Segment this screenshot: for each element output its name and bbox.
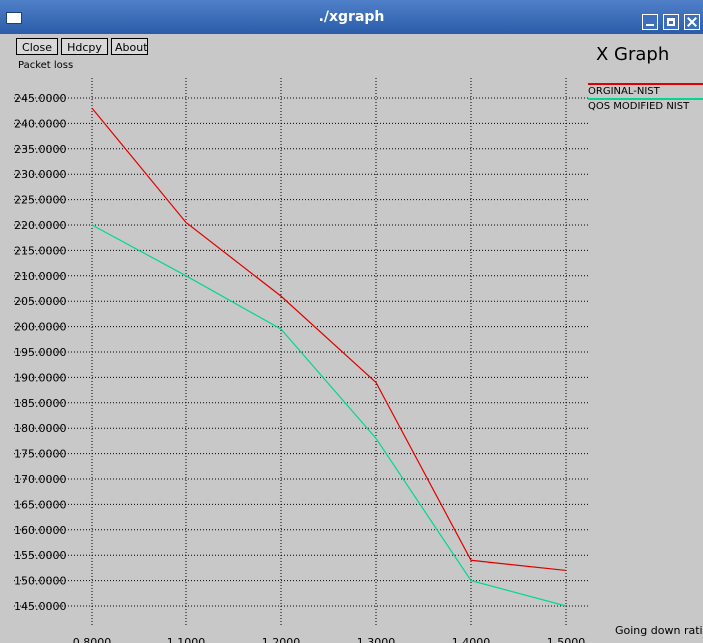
y-tick-label: 155.0000 [14, 549, 67, 562]
x-tick-label: 1.5000 [547, 636, 586, 643]
legend-swatch [588, 83, 703, 85]
y-tick-label: 245.0000 [14, 92, 67, 105]
y-tick-label: 145.0000 [14, 600, 67, 613]
maximize-button[interactable] [663, 14, 679, 30]
x-tick-label: 1.3000 [357, 636, 396, 643]
y-tick-label: 230.0000 [14, 168, 67, 181]
y-axis-label: Packet loss [18, 60, 74, 71]
y-tick-label: 205.0000 [14, 295, 67, 308]
y-tick-label: 165.0000 [14, 498, 67, 511]
minimize-button[interactable] [642, 14, 658, 30]
y-tick-label: 150.0000 [14, 575, 67, 588]
title-bar[interactable]: ./xgraph [0, 0, 703, 34]
y-tick-label: 220.0000 [14, 219, 67, 232]
hdcpy-button[interactable]: Hdcpy [61, 38, 108, 55]
legend-entry-qos-modified-nist: QOS MODIFIED NIST [588, 98, 703, 112]
legend-label: QOS MODIFIED NIST [588, 101, 690, 112]
close-window-button[interactable] [684, 14, 700, 30]
y-tick-label: 210.0000 [14, 270, 67, 283]
y-tick-label: 215.0000 [14, 244, 67, 257]
legend-swatch [588, 98, 703, 100]
x-tick-label: 0.8000 [73, 636, 112, 643]
series-line-0 [91, 107, 567, 572]
y-tick-label: 180.0000 [14, 422, 67, 435]
series-line-1 [91, 224, 567, 607]
graph-title: X Graph [596, 44, 670, 65]
close-button[interactable]: Close [16, 38, 58, 55]
legend-entry-original-nist: ORGINAL-NIST [588, 83, 703, 97]
y-tick-label: 235.0000 [14, 143, 67, 156]
window-title: ./xgraph [318, 9, 385, 25]
x-tick-label: 1.1000 [167, 636, 206, 643]
y-tick-label: 185.0000 [14, 397, 67, 410]
window-menu-icon[interactable] [6, 12, 22, 24]
x-axis-label: Going down ratio [615, 624, 703, 637]
y-tick-label: 175.0000 [14, 448, 67, 461]
legend-label: ORGINAL-NIST [588, 86, 660, 97]
y-tick-label: 240.0000 [14, 117, 67, 130]
y-tick-label: 225.0000 [14, 194, 67, 207]
x-tick-label: 1.2000 [262, 636, 301, 643]
y-tick-label: 195.0000 [14, 346, 67, 359]
y-tick-label: 200.0000 [14, 321, 67, 334]
about-button[interactable]: About [111, 38, 148, 55]
y-tick-label: 190.0000 [14, 371, 67, 384]
y-tick-label: 170.0000 [14, 473, 67, 486]
y-tick-label: 160.0000 [14, 524, 67, 537]
x-tick-label: 1.4000 [452, 636, 491, 643]
